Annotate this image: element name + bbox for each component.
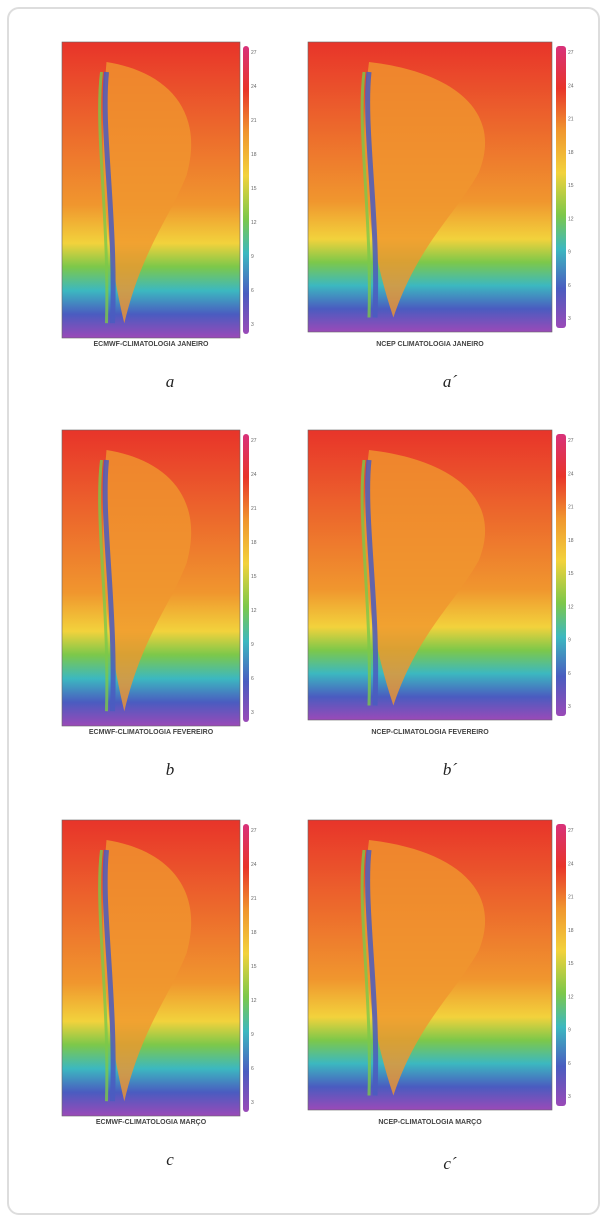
colorbar-label: 15 [568, 183, 574, 189]
colorbar-label: 21 [568, 895, 574, 901]
colorbar-label: 12 [251, 220, 257, 226]
andes [365, 849, 379, 1096]
colorbar-label: 3 [251, 1100, 254, 1106]
andes [102, 849, 116, 1102]
colorbar-label: 3 [568, 704, 571, 710]
andes-edge [360, 71, 371, 318]
colorbar-label: 9 [251, 1032, 254, 1038]
colorbar-label: 21 [251, 506, 257, 512]
continent-outline [103, 62, 192, 324]
colorbar-label: 27 [251, 438, 257, 444]
colorbar-label: 24 [251, 84, 257, 90]
andes-edge [98, 849, 109, 1102]
andes [365, 71, 379, 318]
colorbar-label: 24 [251, 862, 257, 868]
colorbar-label: 18 [568, 538, 574, 544]
andes-edge [98, 71, 109, 324]
colorbar-label: 6 [251, 288, 254, 294]
panel-label: a [166, 372, 175, 391]
colorbar-label: 15 [568, 961, 574, 967]
colorbar-label: 12 [251, 608, 257, 614]
panel-title: ECMWF-CLIMATOLOGIA MARÇO [96, 1119, 207, 1126]
colorbar-label: 24 [251, 472, 257, 478]
panel-title: ECMWF-CLIMATOLOGIA JANEIRO [94, 341, 210, 348]
colorbar-label: 27 [251, 50, 257, 56]
continent-outline [103, 450, 192, 712]
colorbar-label: 9 [568, 638, 571, 644]
continent-outline [103, 840, 192, 1102]
colorbar-label: 18 [568, 150, 574, 156]
colorbar-label: 18 [251, 152, 257, 158]
colorbar [556, 434, 566, 716]
andes-edge [98, 459, 109, 712]
colorbar [243, 824, 249, 1112]
continent-outline [364, 450, 486, 706]
colorbar-label: 12 [568, 994, 574, 1000]
colorbar-label: 9 [568, 1028, 571, 1034]
colorbar [243, 434, 249, 722]
andes [102, 459, 116, 712]
andes [365, 459, 379, 706]
colorbar-label: 21 [568, 117, 574, 123]
colorbar-label: 3 [568, 1094, 571, 1100]
colorbar-label: 12 [568, 604, 574, 610]
panel-label: c [166, 1150, 174, 1169]
colorbar-label: 21 [251, 118, 257, 124]
colorbar-label: 18 [251, 930, 257, 936]
colorbar-label: 6 [251, 676, 254, 682]
colorbar-label: 15 [251, 186, 257, 192]
colorbar-label: 18 [568, 928, 574, 934]
continent-outline [364, 62, 486, 318]
panel-label: b´ [443, 760, 458, 779]
colorbar [556, 824, 566, 1106]
colorbar-label: 15 [568, 571, 574, 577]
colorbar-label: 12 [251, 998, 257, 1004]
colorbar-label: 9 [251, 254, 254, 260]
colorbar-label: 18 [251, 540, 257, 546]
colorbar-label: 24 [568, 861, 574, 867]
andes [102, 71, 116, 324]
panel-title: NCEP-CLIMATOLOGIA FEVEREIRO [371, 729, 489, 736]
colorbar-label: 27 [568, 828, 574, 834]
continent-outline [364, 840, 486, 1096]
colorbar-label: 24 [568, 83, 574, 89]
panel-label: b [166, 760, 175, 779]
colorbar-label: 27 [568, 438, 574, 444]
colorbar-label: 27 [568, 50, 574, 56]
panel-title: NCEP-CLIMATOLOGIA MARÇO [378, 1119, 482, 1126]
colorbar-label: 6 [251, 1066, 254, 1072]
panel-title: NCEP CLIMATOLOGIA JANEIRO [376, 341, 484, 348]
colorbar-label: 6 [568, 671, 571, 677]
colorbar-label: 15 [251, 574, 257, 580]
panel-label: a´ [443, 372, 458, 391]
colorbar-label: 6 [568, 283, 571, 289]
andes-edge [360, 849, 371, 1096]
colorbar-label: 21 [568, 505, 574, 511]
colorbar [556, 46, 566, 328]
colorbar-label: 6 [568, 1061, 571, 1067]
colorbar-label: 27 [251, 828, 257, 834]
panel-label: c´ [443, 1154, 457, 1173]
colorbar-label: 24 [568, 471, 574, 477]
figure-card [7, 7, 600, 1215]
colorbar-label: 21 [251, 896, 257, 902]
colorbar-label: 3 [251, 322, 254, 328]
colorbar [243, 46, 249, 334]
andes-edge [360, 459, 371, 706]
colorbar-label: 9 [568, 250, 571, 256]
colorbar-label: 15 [251, 964, 257, 970]
colorbar-label: 12 [568, 216, 574, 222]
panel-title: ECMWF-CLIMATOLOGIA FEVEREIRO [89, 729, 214, 736]
colorbar-label: 9 [251, 642, 254, 648]
colorbar-label: 3 [251, 710, 254, 716]
colorbar-label: 3 [568, 316, 571, 322]
